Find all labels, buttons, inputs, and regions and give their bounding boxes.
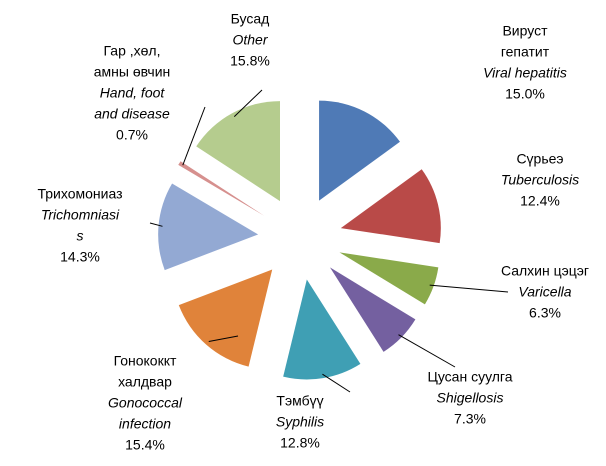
category-label-en: Hand, foot [100,85,166,101]
pie-slice [329,267,416,352]
category-label: Вируст [502,23,548,39]
category-label: Цусан суулга [427,369,512,385]
category-label-en: infection [119,416,171,432]
category-label: Трихомониаз [37,186,122,202]
category-label: амны өвчин [94,64,171,80]
category-label-en: Other [232,32,268,48]
category-label: Гар ,хөл, [104,43,161,59]
category-label: Салхин цэцэг [501,263,589,279]
category-label-en: Shigellosis [437,390,504,406]
value-label: 0.7% [116,127,148,143]
category-label: гепатит [501,44,550,60]
value-label: 6.3% [529,305,561,321]
pie-slice [339,252,439,305]
pie-slice [196,101,280,202]
leader-line [429,284,509,293]
category-label-en: and disease [94,106,170,122]
pie-slice [178,269,273,367]
pie-slice [178,161,265,216]
leader-line [149,222,163,227]
category-label: Гонококкт [114,353,177,369]
category-label: Сүрьеэ [516,151,563,167]
leader-line [398,334,456,368]
value-label: 14.3% [60,249,100,265]
value-label: 7.3% [454,411,486,427]
leader-line [182,106,206,166]
category-label-en: Trichomniasi [41,207,120,223]
category-label-en: s [77,228,84,244]
category-label-en: Gonococcal [108,395,183,411]
value-label: 15.4% [125,437,165,453]
pie-slice [158,183,259,271]
category-label-en: Tuberculosis [501,172,579,188]
pie-slice [283,279,361,380]
category-label: Бусад [231,11,270,27]
pie-slice [319,100,400,201]
value-label: 15.0% [505,86,545,102]
category-label-en: Syphilis [276,414,324,430]
category-label-en: Viral hepatitis [483,65,567,81]
leader-line [233,89,263,118]
pie-slice [340,169,441,244]
leader-line [208,335,239,343]
value-label: 15.8% [230,53,270,69]
value-label: 12.4% [520,193,560,209]
value-label: 12.8% [280,435,320,451]
category-label: халдвар [118,374,172,390]
category-label-en: Varicella [518,284,571,300]
leader-line [322,373,351,393]
category-label: Тэмбүү [276,393,323,409]
